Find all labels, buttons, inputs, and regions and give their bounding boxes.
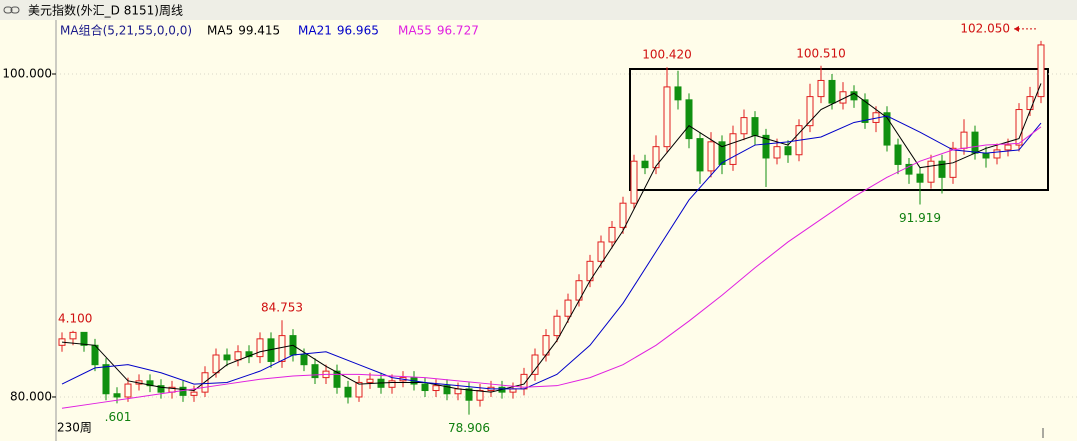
candle-body [773,146,781,159]
price-annotation: 100.510 [796,46,846,60]
candle-body [652,146,660,169]
price-annotation: 84.753 [261,301,303,315]
candle-body [762,134,770,159]
candle-body [102,364,110,395]
candle-body [333,370,341,388]
candle-body [905,163,913,175]
candle-body [278,335,286,362]
candle-body [69,331,77,340]
legend-value: 96.727 [437,24,479,38]
candle-body [531,354,539,375]
candle-body [608,226,616,243]
candle-body [894,144,902,165]
candle-body [300,354,308,366]
candle-body [190,391,198,396]
link-icon [10,6,20,14]
link-icon [3,6,13,14]
candle-body [718,141,726,165]
candle-body [828,79,836,104]
candle-body [80,331,88,346]
candle-body [421,383,429,392]
period-label: 230周 [57,421,92,435]
candle-body [1015,109,1023,146]
candle-body [641,160,649,169]
legend-title: MA组合(5,21,55,0,0,0) [60,23,192,38]
legend-value: 96.965 [337,24,379,38]
candle-body [311,364,319,379]
chart-title: 美元指数(外汇_D 8151)周线 [28,3,183,18]
candle-body [806,96,814,127]
candle-body [553,315,561,337]
legend-name: MA21 [298,24,332,38]
ma-line [61,126,1042,409]
candle-body [960,131,968,149]
y-tick-label: 80.000 [10,389,52,403]
candle-body [729,133,737,165]
candle-body [674,86,682,101]
candle-body [256,338,264,358]
candle-body [1037,44,1045,98]
title-bar [0,0,1077,20]
price-annotation: 78.906 [448,421,490,435]
ma-line [61,115,1042,390]
candle-body [234,351,242,361]
legend-value: 99.415 [238,24,280,38]
candle-body [883,112,891,146]
candle-body [1004,144,1012,151]
candle-body [465,388,473,401]
price-annotation: 102.050 [960,21,1010,35]
range-box [629,68,1049,191]
candle-body [157,385,165,393]
candle-body [432,385,440,392]
price-annotation: 91.919 [899,211,941,225]
candle-body [597,241,605,262]
price-annotation: 100.420 [642,48,692,62]
y-tick-label: 100.000 [2,67,52,81]
candle-body [993,149,1001,159]
candle-body [454,388,462,395]
candle-body [861,99,869,123]
candle-body [124,383,132,398]
legend-name: MA55 [398,24,432,38]
price-annotation: .601 [105,410,132,424]
candle-body [817,79,825,98]
candle-body [443,385,451,395]
candle-body [344,386,352,398]
candle-body [564,299,572,317]
candle-body [355,381,363,398]
candle-body [685,99,693,140]
candle-body [696,138,704,172]
candle-body [146,380,154,387]
candle-body [619,202,627,228]
candle-body [388,380,396,388]
candle-body [751,117,759,136]
candle-body [982,152,990,159]
candle-body [707,141,715,172]
candle-body [740,117,748,135]
candle-body [927,160,935,183]
candle-body [245,351,253,358]
candle-body [916,173,924,183]
candle-body [630,160,638,204]
candle-body [784,146,792,156]
candle-body [223,354,231,361]
candle-body [663,86,671,148]
candle-body [476,390,484,401]
legend-name: MA5 [207,24,233,38]
candle-body [366,378,374,383]
candle-body [1026,96,1034,111]
candle-body [971,131,979,154]
candle-body [212,354,220,374]
candle-body [113,393,121,398]
ma-line [61,83,1042,393]
annotation-arrowhead [1014,25,1019,32]
candle-body [938,160,946,178]
price-annotation: 4.100 [58,311,92,325]
